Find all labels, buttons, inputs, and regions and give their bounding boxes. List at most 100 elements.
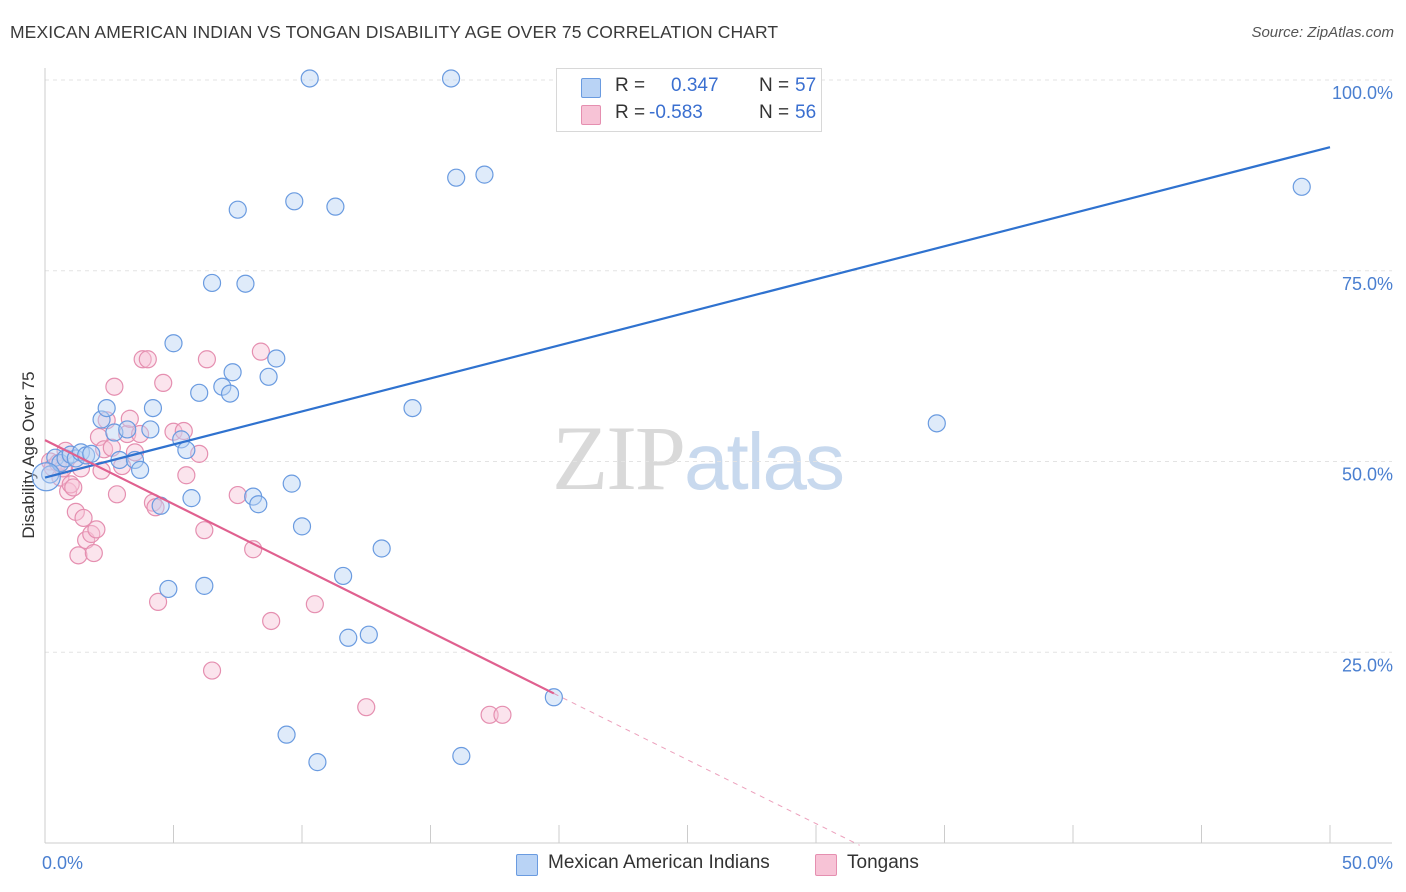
mexican-american-indians-point (326, 197, 345, 216)
mexican-american-indians-point (223, 363, 242, 382)
tongans-point (74, 508, 93, 528)
mexican-american-indians-point (277, 725, 296, 744)
legend-n-value: 57 (795, 75, 817, 96)
tongans-point (61, 475, 80, 494)
chart-source: Source: ZipAtlas.com (1251, 24, 1394, 41)
mexican-american-indians-point (195, 576, 214, 595)
mexican-american-indians-point (334, 566, 353, 586)
tongans-point (251, 342, 270, 361)
legend-n-label: N = (759, 102, 790, 123)
mexican-american-indians-point (92, 410, 111, 429)
mexican-american-indians-point (159, 579, 178, 599)
legend-n-label: N = (759, 75, 790, 96)
mexican-american-indians-trend-line (44, 146, 1331, 479)
tongans-point (197, 350, 217, 369)
mexican-american-indians-point (220, 384, 240, 403)
mexican-american-indians-point (1292, 177, 1311, 196)
mexican-american-indians-point (236, 274, 255, 293)
tongans-point (177, 466, 196, 485)
y-tick-label: 75.0% (1342, 274, 1393, 294)
mexican-american-indians-point (141, 420, 160, 439)
tongans-point (64, 478, 83, 497)
tongans-point (357, 698, 376, 717)
tongans-point (84, 543, 103, 563)
grid-lines (45, 79, 1392, 653)
legend-label: Mexican American Indians (548, 852, 770, 873)
mexican-american-indians-point (282, 474, 301, 493)
mexican-american-indians-point (190, 383, 209, 402)
mexican-american-indians-point (300, 69, 319, 88)
legend-r-label: R = (615, 102, 646, 123)
series-legend: Mexican American Indians Tongans (0, 852, 1406, 878)
mexican-american-indians-point (202, 273, 222, 293)
tongans-point (195, 521, 214, 540)
legend-swatch-pink (815, 854, 837, 876)
mexican-american-indians-point (213, 377, 232, 396)
mexican-american-indians-point (177, 440, 196, 460)
legend-r-value: 0.347 (671, 75, 719, 96)
legend-swatch-blue (516, 854, 538, 876)
mexican-american-indians-point (143, 398, 163, 418)
legend-swatch-blue (581, 78, 601, 98)
legend-r-label: R = (615, 75, 646, 96)
tongans-point (87, 520, 106, 539)
x-tick-label: 0.0% (42, 853, 83, 873)
mexican-american-indians-point (452, 746, 471, 766)
tongans-point (69, 546, 88, 565)
mexican-american-indians-point (97, 398, 116, 418)
legend-n-value: 56 (795, 102, 817, 123)
tongans-point (228, 485, 247, 505)
tongans-point (120, 409, 139, 428)
tongans-point (262, 611, 281, 631)
mexican-american-indians-point (403, 398, 422, 418)
watermark-zip: ZIP (552, 407, 686, 509)
mexican-american-indians-point (372, 539, 391, 558)
y-tick-label: 25.0% (1342, 655, 1393, 675)
tongans-trend-extension (553, 693, 860, 846)
tongans-point (105, 377, 124, 396)
legend-label: Tongans (847, 852, 919, 873)
tongans-point (480, 705, 499, 724)
tongans-point (202, 661, 222, 680)
mexican-american-indians-point (447, 168, 466, 187)
mexican-american-indians-point (118, 420, 137, 439)
mexican-american-indians-points (31, 69, 1311, 772)
mexican-american-indians-point (285, 192, 304, 211)
mexican-american-indians-point (441, 69, 461, 88)
y-tick-label: 50.0% (1342, 465, 1393, 485)
mexican-american-indians-point (308, 753, 327, 772)
tick-labels: 100.0% 75.0% 50.0% 25.0% 0.0% 50.0% (42, 83, 1393, 873)
tongans-point (133, 350, 152, 369)
mexican-american-indians-point (164, 334, 183, 353)
chart-title: MEXICAN AMERICAN INDIAN VS TONGAN DISABI… (10, 22, 779, 42)
tongans-point (154, 373, 173, 393)
mexican-american-indians-point (359, 625, 378, 644)
tongans-trend-line (44, 439, 555, 695)
mexican-american-indians-point (259, 367, 278, 386)
mexican-american-indians-point (927, 414, 946, 433)
mexican-american-indians-point (130, 460, 150, 479)
mexican-american-indians-point (339, 628, 358, 647)
watermark: ZIPatlas (552, 405, 845, 511)
legend-swatch-pink (581, 105, 601, 125)
x-tick-label: 50.0% (1342, 853, 1393, 873)
mexican-american-indians-point (475, 165, 494, 184)
tongans-point (148, 592, 168, 611)
mexican-american-indians-point (182, 489, 201, 508)
mexican-american-indians-point (228, 200, 247, 219)
mexican-american-indians-point (249, 495, 268, 514)
axes (44, 68, 1392, 844)
tongans-point (493, 705, 512, 724)
stats-legend: R = 0.347 N = 57 R = -0.583 N = 56 (556, 68, 822, 132)
y-tick-label: 100.0% (1332, 83, 1393, 103)
legend-r-value: -0.583 (649, 102, 703, 123)
tongans-points (41, 342, 512, 724)
mexican-american-indians-point (544, 688, 563, 707)
tongans-point (305, 595, 324, 614)
tongans-point (107, 485, 127, 504)
tongans-point (138, 350, 157, 369)
mexican-american-indians-point (267, 349, 286, 368)
tongans-point (164, 422, 183, 441)
y-axis-label: Disability Age Over 75 (19, 371, 38, 538)
